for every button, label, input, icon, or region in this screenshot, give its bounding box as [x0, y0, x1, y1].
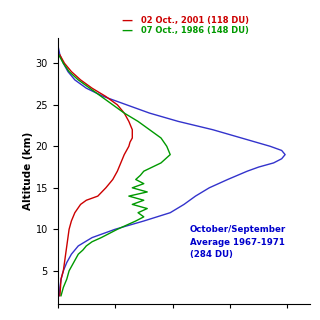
Text: 02 Oct., 2001 (118 DU): 02 Oct., 2001 (118 DU)	[141, 16, 249, 25]
Text: —: —	[122, 25, 133, 36]
Text: —: —	[122, 16, 133, 26]
Y-axis label: Altitude (km): Altitude (km)	[23, 132, 33, 210]
Text: 07 Oct., 1986 (148 DU): 07 Oct., 1986 (148 DU)	[141, 26, 249, 35]
Text: October/September
Average 1967-1971
(284 DU): October/September Average 1967-1971 (284…	[190, 225, 286, 259]
